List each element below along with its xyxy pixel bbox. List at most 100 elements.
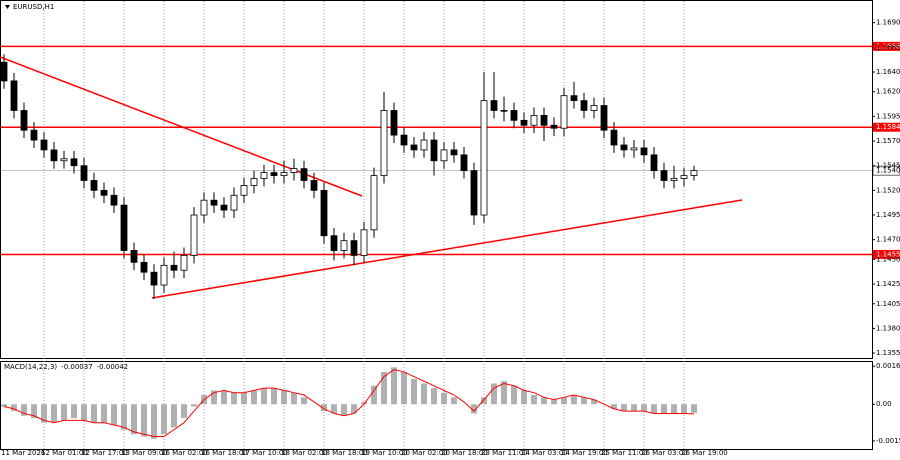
macd-bar (281, 390, 287, 405)
candle-body (90, 180, 98, 191)
candle-body (580, 100, 588, 111)
candle-body (280, 172, 288, 176)
macd-bar (621, 404, 627, 412)
y-tick-label: 1.1620 (876, 88, 900, 96)
macd-bar (101, 404, 107, 423)
candle-body (600, 105, 608, 131)
candle-body (310, 180, 318, 191)
y-tick-label: 1.1595 (876, 112, 900, 120)
macd-bar (41, 404, 47, 423)
x-tick-label: 16 Mar 18:00 (201, 449, 248, 457)
macd-bar (681, 404, 687, 414)
macd-bar (351, 404, 357, 414)
current-price-label: 1.1540 (876, 167, 900, 175)
candle-body (140, 261, 148, 273)
candle-body (370, 175, 378, 231)
y-tick-label: 1.1690 (876, 19, 900, 27)
candle-body (80, 165, 88, 181)
macd-bar (491, 383, 497, 405)
candle-body (100, 189, 108, 196)
macd-bar (501, 381, 507, 405)
candle-body (620, 144, 628, 151)
candle-body (510, 110, 518, 121)
macd-bar (531, 395, 537, 405)
candle-body (220, 204, 228, 211)
macd-bar (591, 399, 597, 405)
x-tick-label: 25 Mar 11:00 (601, 449, 648, 457)
x-tick-label: 16 Mar 02:00 (161, 449, 208, 457)
macd-bar (651, 404, 657, 414)
y-tick-label: 1.1545 (876, 162, 900, 170)
macd-bar (421, 383, 427, 405)
y-tick-label: 1.1495 (876, 211, 900, 219)
level-label: 1.1666 (876, 42, 900, 50)
menu-triangle (5, 5, 10, 9)
candle-body (380, 110, 388, 176)
x-tick-label: 24 Mar 03:00 (521, 449, 568, 457)
candle-body (440, 149, 448, 162)
macd-bar (521, 390, 527, 405)
candle-body (660, 170, 668, 181)
candle-body (110, 194, 118, 206)
macd-bar (181, 404, 187, 419)
x-tick-label: 18 Mar 02:00 (281, 449, 328, 457)
macd-bar (211, 390, 217, 405)
x-tick-label: 26 Mar 03:00 (641, 449, 688, 457)
macd-bar (691, 404, 697, 413)
chart-title: EURUSD,H1 (13, 3, 54, 11)
macd-bar (11, 404, 17, 412)
y-tick-label: 1.1355 (876, 349, 900, 357)
macd-bar (231, 392, 237, 405)
levels: 1.1666 1.1584 1.1455 1.1540 (1, 41, 900, 259)
candle-body (70, 158, 78, 167)
macd-bar (361, 401, 367, 405)
macd-bar (551, 399, 557, 405)
x-tick-label: 11 Mar 2026 (1, 449, 46, 457)
x-tick-label: 23 Mar 11:00 (481, 449, 528, 457)
candle-body (10, 80, 18, 111)
candle-body (390, 110, 398, 136)
candle-body (650, 154, 658, 172)
macd-bar (71, 404, 77, 419)
y-tick-label: 1.1470 (876, 236, 900, 244)
signal-line (3, 369, 695, 438)
y-tick-label: 1.1425 (876, 280, 900, 288)
macd-bar (331, 404, 337, 414)
x-tick-label: 18 Mar 18:00 (321, 449, 368, 457)
y-tick-label: 0.00 (876, 400, 892, 408)
signal-value: -0.00042 (97, 363, 128, 371)
macd-bar (241, 392, 247, 405)
macd-bar (371, 385, 377, 405)
candle-body (350, 240, 358, 256)
macd-bar (581, 397, 587, 405)
macd-bar (411, 378, 417, 405)
macd-bar (401, 371, 407, 405)
candle-body (120, 204, 128, 251)
candle-body (210, 199, 218, 206)
macd-bar (131, 404, 137, 435)
candle-body (540, 114, 548, 126)
candle-body (30, 129, 38, 141)
x-tick-label: 26 Mar 19:00 (681, 449, 728, 457)
candle-body (460, 154, 468, 172)
x-tick-label: 17 Mar 10:00 (241, 449, 288, 457)
candle-body (670, 178, 678, 181)
macd-bar (341, 404, 347, 416)
macd-title: MACD(14,22,3) (4, 363, 57, 371)
candle-body (20, 110, 28, 131)
macd-bar (301, 397, 307, 405)
candle-body (320, 189, 328, 237)
macd-bar (571, 395, 577, 405)
macd-bar (161, 404, 167, 435)
level-tag (873, 122, 900, 132)
x-tick-label: 19 Mar 10:00 (361, 449, 408, 457)
candle-body (530, 114, 538, 126)
candle-body (150, 271, 158, 286)
candle-body (640, 147, 648, 156)
macd-bar (271, 388, 277, 405)
candle-body (420, 139, 428, 151)
candle-body (630, 147, 638, 151)
y-tick-label: 1.1640 (876, 68, 900, 76)
